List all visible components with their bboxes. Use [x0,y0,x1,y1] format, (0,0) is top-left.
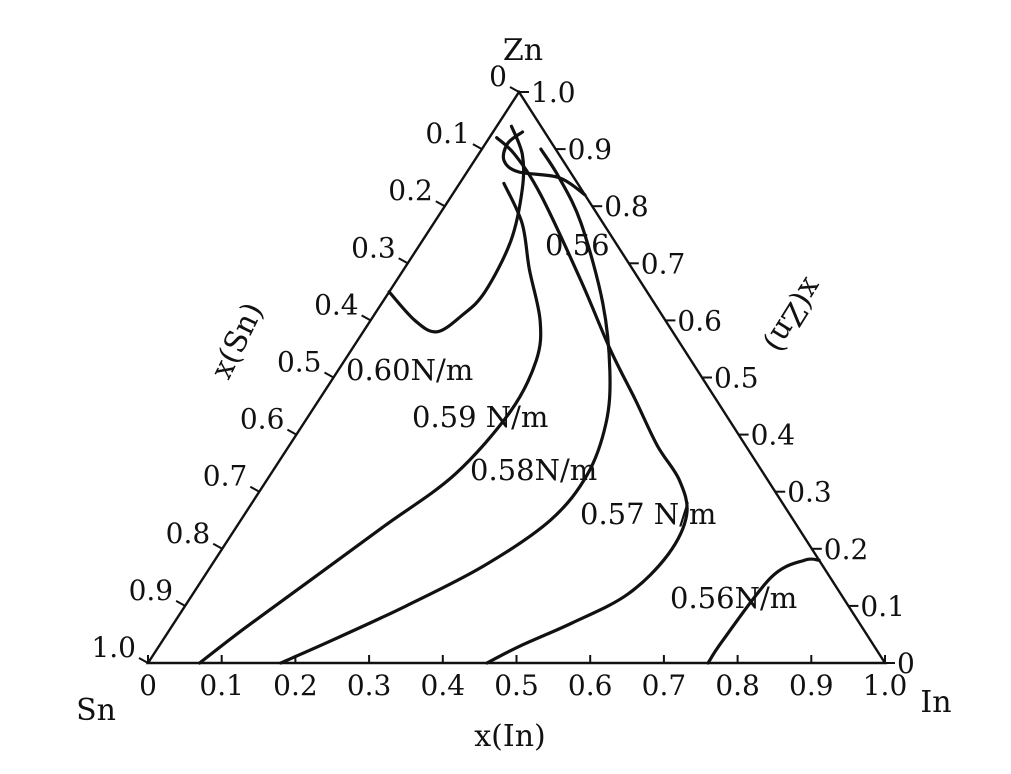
axis-label-right: x(Zn) [757,272,829,359]
ternary-triangle [145,89,888,665]
bottom-tick-label: 0.2 [273,669,318,702]
isoline-label-060: 0.60N/m [346,353,473,387]
left-tick-mark [249,485,260,493]
left-tick-mark [509,86,520,93]
bottom-tick-label: 0.9 [789,669,834,702]
isoline-056-4 [706,557,821,665]
corner-label-top: Zn [503,33,543,68]
right-tick-label: 0.6 [677,304,722,337]
axis-label-bottom: x(In) [474,719,546,754]
left-tick-mark [138,657,149,664]
left-tick-mark [361,314,372,322]
isoline-label-058: 0.58N/m [470,453,597,487]
left-tick-label: 0.6 [240,403,285,436]
left-tick-mark [472,143,483,150]
left-tick-label: 0.7 [203,460,248,493]
bottom-tick-label: 0.4 [421,669,466,702]
isoline-label-056: 0.56N/m [670,581,797,615]
left-tick-label: 0.8 [166,517,211,550]
left-tick-mark [212,542,223,550]
left-tick-label: 1.0 [91,631,136,664]
left-tick-label: 0.1 [425,117,470,150]
corner-label-left: Sn [76,693,116,728]
isoline-label-059: 0.59 N/m [412,400,548,434]
isoline-059-1 [198,181,543,665]
left-tick-mark [324,371,334,379]
right-tick-label: 0.7 [641,247,686,280]
bottom-tick-label: 0.3 [347,669,392,702]
right-tick-label: 0 [897,647,915,680]
bottom-tick-label: 0 [139,669,157,702]
bottom-tick-label: 0.6 [568,669,613,702]
right-tick-label: 0.8 [604,190,649,223]
right-tick-label: 0.2 [824,533,869,566]
corner-label-right: In [920,685,951,720]
right-axis-ticks: 0 0.1 0.2 0.3 0.4 0.5 0.6 0.7 0.8 0.9 1.0 [519,76,915,680]
bottom-axis-ticks: 0 0.1 0.2 0.3 0.4 0.5 0.6 0.7 0.8 0.9 1.0 [139,655,907,702]
left-axis-ticks: 0 0.1 0.2 0.3 0.4 0.5 0.6 0.7 0.8 0.9 1.0 [91,60,520,664]
isoline-058-2 [279,147,612,665]
right-tick-label: 0.1 [860,590,905,623]
isolines [198,124,821,665]
isoline-057-3 [485,136,689,665]
left-tick-label: 0.9 [129,574,174,607]
left-tick-label: 0.3 [351,231,396,264]
right-tick-label: 0.3 [787,476,832,509]
right-tick-label: 1.0 [531,76,576,109]
left-tick-mark [286,428,297,436]
bottom-tick-label: 0.7 [642,669,687,702]
left-tick-mark [175,600,186,607]
bottom-tick-label: 0.1 [199,669,244,702]
right-tick-label: 0.5 [714,362,759,395]
left-tick-label: 0.4 [314,288,359,321]
left-tick-label: 0.2 [388,174,433,207]
left-tick-label: 0.5 [277,346,322,379]
axis-label-left: x(Sn) [204,297,271,384]
bottom-tick-label: 0.5 [494,669,539,702]
right-tick-label: 0.9 [568,133,613,166]
left-tick-mark [398,257,409,265]
isoline-056-5 [501,130,587,197]
bottom-tick-label: 1.0 [863,669,908,702]
right-tick-label: 0.4 [751,419,796,452]
isoline-label-057: 0.57 N/m [580,497,716,531]
isoline-label-056-top: 0.56 [545,228,610,262]
left-tick-mark [435,200,446,208]
bottom-tick-label: 0.8 [715,669,760,702]
left-tick-label: 0 [489,60,507,93]
